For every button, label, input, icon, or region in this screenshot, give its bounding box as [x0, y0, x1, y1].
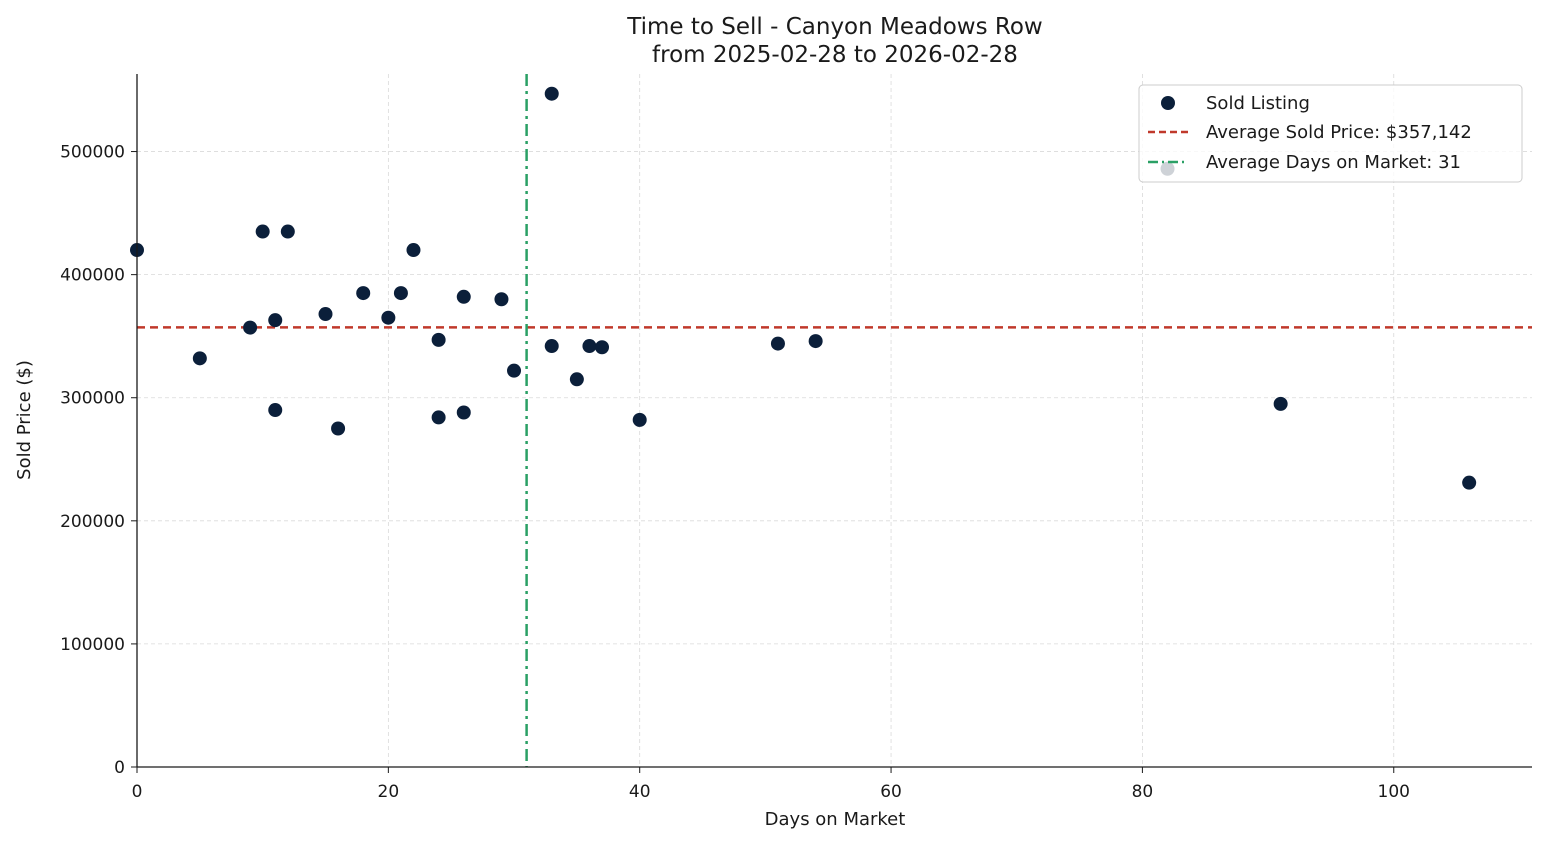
data-point	[1462, 475, 1477, 490]
data-point	[192, 351, 207, 366]
data-point	[431, 332, 446, 347]
data-point	[507, 363, 522, 378]
legend-label-avg-days: Average Days on Market: 31	[1206, 152, 1461, 173]
data-point	[243, 320, 258, 335]
legend-label-sold-listing: Sold Listing	[1206, 93, 1310, 114]
x-tick-label: 0	[132, 782, 143, 802]
y-tick-label: 200000	[60, 512, 125, 532]
data-point	[268, 403, 283, 418]
chart-subtitle: from 2025-02-28 to 2026-02-28	[652, 42, 1018, 68]
data-point	[268, 313, 283, 328]
data-point	[544, 339, 559, 354]
data-points	[130, 86, 1477, 490]
x-tick-label: 80	[1132, 782, 1154, 802]
data-point	[431, 410, 446, 425]
y-axis-label: Sold Price ($)	[14, 360, 35, 480]
x-tick-label: 20	[378, 782, 400, 802]
data-point	[770, 336, 785, 351]
data-point	[544, 86, 559, 101]
y-tick-label: 300000	[60, 389, 125, 409]
data-point	[456, 289, 471, 304]
data-point	[331, 421, 346, 436]
data-point	[318, 307, 333, 322]
axes	[136, 74, 1532, 768]
data-point	[406, 243, 421, 258]
chart-title: Time to Sell - Canyon Meadows Row	[626, 14, 1042, 40]
y-tick-label: 100000	[60, 635, 125, 655]
x-tick-label: 100	[1378, 782, 1410, 802]
data-point	[255, 224, 270, 239]
y-tick-label: 500000	[60, 143, 125, 163]
tick-labels: 0 20 40 60 80 100 0 100000 200000 300000 400000 500…	[60, 143, 1410, 802]
data-point	[595, 340, 609, 355]
data-point	[356, 286, 371, 301]
grid	[137, 74, 1532, 767]
legend: Sold Listing Average Sold Price: $357,14…	[1138, 84, 1523, 183]
legend-box	[1138, 84, 1523, 183]
data-point	[569, 372, 584, 387]
y-tick-label: 400000	[60, 266, 125, 286]
data-point	[393, 286, 408, 301]
x-tick-label: 40	[629, 782, 651, 802]
x-tick-label: 60	[880, 782, 902, 802]
data-point	[808, 334, 823, 349]
legend-marker-sold-listing	[1161, 96, 1175, 110]
data-point	[280, 224, 295, 239]
y-tick-label: 0	[114, 758, 125, 778]
x-axis-label: Days on Market	[765, 809, 906, 830]
data-point	[632, 412, 647, 427]
data-point	[494, 292, 509, 307]
data-point	[456, 405, 471, 420]
data-point	[582, 339, 597, 354]
legend-label-avg-price: Average Sold Price: $357,142	[1206, 122, 1472, 143]
reference-lines	[137, 74, 1532, 767]
data-point	[1273, 396, 1288, 411]
data-point	[381, 310, 396, 325]
